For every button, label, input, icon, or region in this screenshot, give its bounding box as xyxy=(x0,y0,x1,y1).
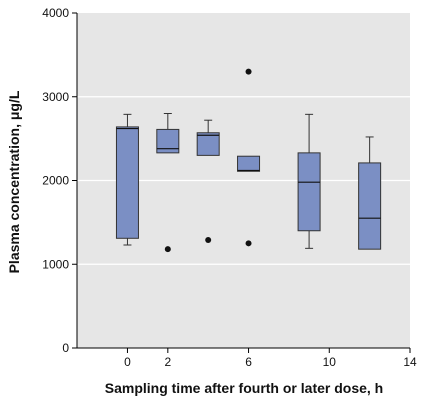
box-group xyxy=(115,113,139,246)
outlier-point xyxy=(245,240,252,247)
box-group xyxy=(358,136,382,250)
y-axis-title: Plasma concentration, μg/L xyxy=(6,90,22,273)
x-tick-label: 0 xyxy=(124,355,131,369)
box-iqr xyxy=(237,155,261,172)
outlier-point xyxy=(245,68,252,75)
boxes xyxy=(115,113,382,250)
box-group xyxy=(156,113,180,154)
x-tick-label: 10 xyxy=(323,355,337,369)
x-tick-label: 14 xyxy=(403,355,417,369)
x-tick-label: 6 xyxy=(245,355,252,369)
y-tick-label: 2000 xyxy=(42,174,69,188)
y-tick-label: 0 xyxy=(62,341,69,355)
box-iqr xyxy=(196,132,220,156)
box-iqr xyxy=(156,128,180,154)
y-tick-label: 4000 xyxy=(42,6,69,20)
box-group xyxy=(297,113,321,249)
outliers xyxy=(164,68,252,253)
y-tick-label: 1000 xyxy=(42,257,69,271)
box-iqr xyxy=(358,162,382,250)
x-tick-label: 2 xyxy=(164,355,171,369)
box-group xyxy=(237,155,261,172)
axes: 0 1000 2000 3000 4000 0 2 6 10 14 xyxy=(42,6,417,369)
box-iqr xyxy=(297,152,321,232)
box-group xyxy=(196,119,220,156)
outlier-point xyxy=(205,236,212,243)
box-iqr xyxy=(115,126,139,239)
y-tick-label: 3000 xyxy=(42,90,69,104)
x-axis-title: Sampling time after fourth or later dose… xyxy=(105,380,383,396)
outlier-point xyxy=(164,246,171,253)
